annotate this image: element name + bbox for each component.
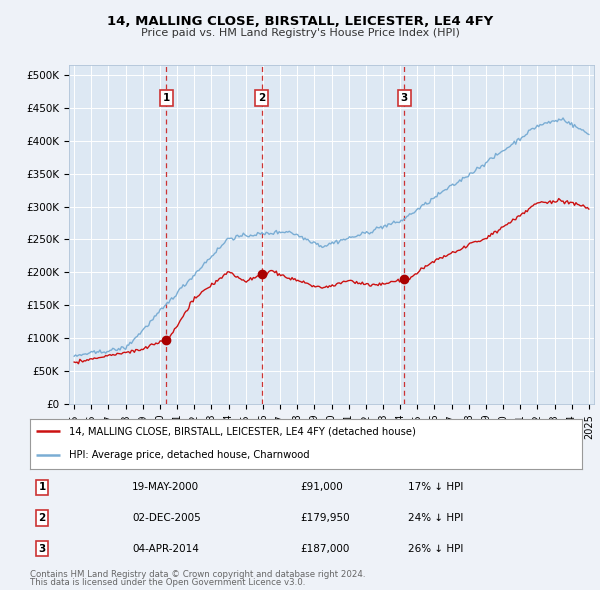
Text: £187,000: £187,000	[300, 544, 349, 553]
Text: 19-MAY-2000: 19-MAY-2000	[132, 483, 199, 492]
Text: HPI: Average price, detached house, Charnwood: HPI: Average price, detached house, Char…	[68, 450, 309, 460]
Text: 14, MALLING CLOSE, BIRSTALL, LEICESTER, LE4 4FY (detached house): 14, MALLING CLOSE, BIRSTALL, LEICESTER, …	[68, 427, 416, 437]
Text: 14, MALLING CLOSE, BIRSTALL, LEICESTER, LE4 4FY: 14, MALLING CLOSE, BIRSTALL, LEICESTER, …	[107, 15, 493, 28]
Text: 1: 1	[38, 483, 46, 492]
Text: 26% ↓ HPI: 26% ↓ HPI	[408, 544, 463, 553]
Text: 1: 1	[163, 93, 170, 103]
Text: 17% ↓ HPI: 17% ↓ HPI	[408, 483, 463, 492]
Text: Price paid vs. HM Land Registry's House Price Index (HPI): Price paid vs. HM Land Registry's House …	[140, 28, 460, 38]
Text: 2: 2	[38, 513, 46, 523]
Text: £179,950: £179,950	[300, 513, 350, 523]
Text: 04-APR-2014: 04-APR-2014	[132, 544, 199, 553]
Text: 24% ↓ HPI: 24% ↓ HPI	[408, 513, 463, 523]
Text: 3: 3	[401, 93, 408, 103]
Text: £91,000: £91,000	[300, 483, 343, 492]
Text: 3: 3	[38, 544, 46, 553]
Text: This data is licensed under the Open Government Licence v3.0.: This data is licensed under the Open Gov…	[30, 578, 305, 587]
Text: 2: 2	[258, 93, 265, 103]
Text: Contains HM Land Registry data © Crown copyright and database right 2024.: Contains HM Land Registry data © Crown c…	[30, 571, 365, 579]
Text: 02-DEC-2005: 02-DEC-2005	[132, 513, 201, 523]
